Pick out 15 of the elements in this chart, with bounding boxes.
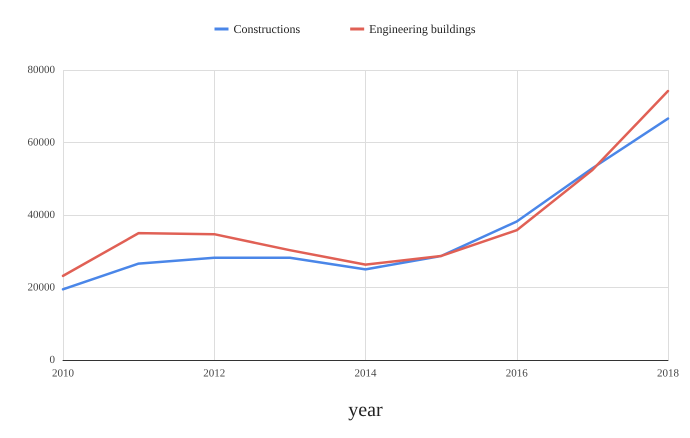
x-tick-label: 2012 <box>203 368 226 380</box>
y-tick-label: 20000 <box>28 282 56 294</box>
y-tick-label: 40000 <box>28 209 56 221</box>
legend-label: Constructions <box>234 22 301 36</box>
x-axis-title: year <box>348 399 384 421</box>
x-tick-label: 2014 <box>354 368 377 380</box>
x-tick-label: 2010 <box>52 368 74 380</box>
x-tick-label: 2018 <box>657 368 680 380</box>
y-tick-label: 0 <box>50 354 56 366</box>
line-series <box>62 90 670 278</box>
line-series <box>62 117 670 291</box>
y-tick-label: 80000 <box>28 64 56 76</box>
legend-label: Engineering buildings <box>369 22 476 36</box>
x-tick-label: 2016 <box>506 368 528 380</box>
y-tick-label: 60000 <box>28 136 56 148</box>
